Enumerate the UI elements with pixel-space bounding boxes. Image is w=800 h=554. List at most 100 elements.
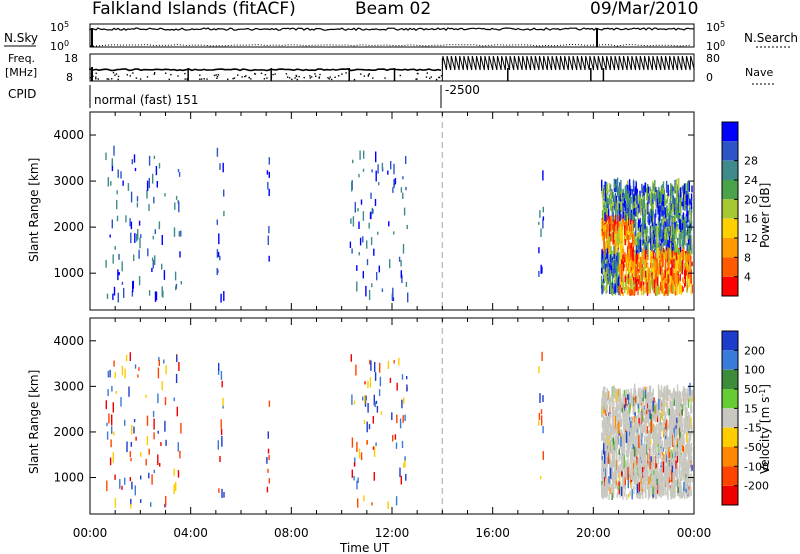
nave-dot: [435, 78, 438, 81]
echo-cell: [648, 405, 651, 413]
echo-cell: [662, 486, 664, 497]
nave-dot: [186, 78, 188, 80]
echo-cell: [616, 200, 619, 210]
echo-cell: [649, 472, 651, 484]
echo-cell: [624, 477, 626, 486]
colorbar-tick-label: 100: [744, 364, 765, 377]
echo-cell: [647, 184, 649, 197]
echo-cell: [663, 488, 665, 496]
echo-cell: [109, 234, 111, 238]
echo-cell: [642, 290, 645, 296]
echo-cell: [662, 193, 664, 205]
echo-cell: [679, 405, 681, 414]
echo-cell: [675, 229, 678, 240]
echo-cell: [105, 259, 107, 268]
colorbar-tick-label: 200: [744, 344, 765, 357]
echo-cell: [662, 261, 664, 268]
echo-cell: [656, 423, 658, 436]
echo-cell: [107, 177, 109, 187]
power-scatter: [105, 145, 693, 303]
echo-cell: [686, 407, 688, 416]
echo-cell: [165, 439, 167, 446]
echo-cell: [645, 415, 647, 428]
echo-cell: [355, 364, 357, 376]
echo-cell: [614, 231, 617, 240]
echo-cell: [268, 400, 271, 407]
echo-cell: [663, 204, 665, 215]
echo-cell: [640, 391, 643, 402]
echo-cell: [662, 222, 664, 233]
echo-cell: [691, 389, 693, 398]
echo-cell: [267, 468, 269, 473]
echo-cell: [674, 233, 676, 247]
echo-cell: [668, 224, 670, 232]
echo-cell: [635, 218, 637, 230]
nave-dot: [438, 76, 441, 79]
echo-cell: [645, 458, 647, 469]
echo-cell: [654, 260, 656, 273]
echo-cell: [635, 193, 638, 205]
echo-cell: [629, 235, 632, 240]
echo-cell: [124, 419, 126, 426]
echo-cell: [645, 202, 648, 215]
echo-cell: [646, 392, 649, 403]
echo-cell: [607, 262, 610, 268]
echo-cell: [402, 244, 405, 254]
echo-cell: [652, 234, 654, 240]
echo-cell: [681, 409, 683, 416]
nave-dot: [399, 74, 401, 77]
echo-cell: [129, 451, 131, 457]
echo-cell: [602, 397, 604, 406]
nave-dot: [95, 76, 97, 78]
echo-cell: [642, 424, 645, 434]
echo-cell: [651, 483, 653, 496]
echo-cell: [636, 188, 638, 193]
echo-cell: [676, 239, 679, 246]
echo-cell: [146, 190, 148, 199]
echo-cell: [614, 286, 616, 293]
echo-cell: [637, 479, 640, 487]
echo-cell: [641, 183, 643, 194]
echo-cell: [655, 287, 657, 297]
echo-cell: [639, 387, 641, 400]
nave-dot: [95, 78, 97, 80]
echo-cell: [621, 448, 623, 454]
noise-panel: 105 100 105 100 N.Sky N.Search: [4, 20, 798, 53]
echo-cell: [663, 388, 665, 397]
echo-cell: [378, 265, 380, 273]
echo-cell: [667, 465, 669, 473]
echo-cell: [678, 412, 681, 418]
echo-cell: [674, 484, 676, 498]
echo-cell: [682, 234, 684, 240]
echo-cell: [618, 239, 621, 245]
echo-cell: [666, 199, 668, 204]
echo-cell: [679, 449, 682, 458]
echo-cell: [600, 405, 603, 418]
echo-cell: [629, 196, 632, 204]
echo-cell: [649, 461, 651, 469]
echo-cell: [605, 417, 607, 430]
echo-cell: [664, 429, 667, 436]
echo-cell: [646, 204, 649, 212]
power-x-ticks: [89, 112, 695, 310]
echo-cell: [140, 234, 142, 238]
echo-cell: [656, 478, 658, 489]
echo-cell: [603, 186, 605, 194]
echo-cell: [639, 239, 642, 252]
echo-cell: [639, 461, 642, 471]
echo-cell: [130, 221, 133, 230]
echo-cell: [621, 227, 624, 241]
echo-cell: [630, 225, 632, 237]
x-tick-label: 12:00: [375, 526, 410, 540]
echo-cell: [663, 291, 665, 297]
echo-cell: [627, 475, 629, 489]
nave-dot: [165, 72, 167, 74]
echo-cell: [658, 391, 660, 402]
echo-cell: [688, 415, 690, 427]
echo-cell: [151, 257, 154, 261]
echo-cell: [634, 276, 636, 284]
echo-cell: [662, 408, 665, 417]
echo-cell: [357, 208, 359, 212]
echo-cell: [640, 471, 642, 484]
echo-cell: [116, 215, 119, 222]
